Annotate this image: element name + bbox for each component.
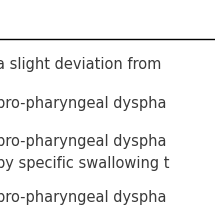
- Text: a slight deviation from: a slight deviation from: [0, 57, 161, 72]
- Text: by specific swallowing t: by specific swallowing t: [0, 156, 169, 171]
- Text: pro-pharyngeal dyspha: pro-pharyngeal dyspha: [0, 134, 166, 149]
- Text: pro-pharyngeal dyspha: pro-pharyngeal dyspha: [0, 96, 166, 111]
- Text: pro-pharyngeal dyspha: pro-pharyngeal dyspha: [0, 190, 166, 205]
